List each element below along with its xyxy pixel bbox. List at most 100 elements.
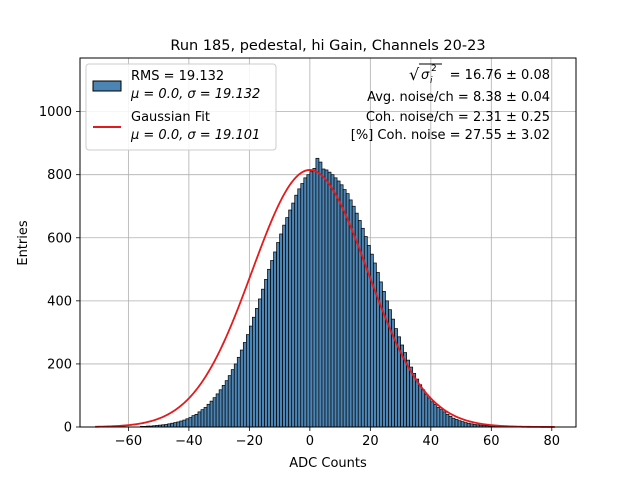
histogram-bar bbox=[306, 174, 311, 428]
histogram-bar bbox=[321, 168, 326, 428]
plot-frame bbox=[79, 57, 577, 428]
histogram-bar bbox=[330, 174, 335, 428]
histogram-bar bbox=[345, 193, 350, 428]
histogram-bar bbox=[442, 411, 447, 428]
histogram-bar bbox=[236, 356, 241, 428]
x-axis-ticks: −60 −40 −20 0 20 40 60 80 bbox=[115, 427, 560, 449]
y-axis-ticks: 0 200 400 600 800 1000 bbox=[39, 105, 80, 436]
histogram-bar bbox=[233, 363, 238, 428]
histogram-bar bbox=[252, 316, 256, 428]
legend-histogram-swatch bbox=[92, 80, 122, 92]
legend-fit-stats: μ = 0.0, σ = 19.101 bbox=[130, 128, 260, 143]
x-tick-label: −60 bbox=[115, 434, 142, 449]
histogram-bar bbox=[318, 161, 323, 428]
histogram-bar bbox=[264, 279, 268, 428]
legend-box bbox=[85, 63, 277, 151]
x-tick-label: 80 bbox=[544, 434, 561, 449]
y-tick-label: 1000 bbox=[39, 105, 72, 120]
histogram-bar bbox=[255, 308, 259, 428]
histogram-bar bbox=[176, 421, 181, 428]
histogram-bar bbox=[197, 411, 202, 428]
histogram-bar bbox=[427, 397, 432, 428]
sqrt-symbol: √ bbox=[409, 65, 420, 84]
histogram-bar bbox=[273, 251, 277, 428]
histogram-bar bbox=[282, 224, 287, 428]
avg-noise-annotation: Avg. noise/ch = 8.38 ± 0.04 bbox=[367, 90, 550, 105]
histogram-bar bbox=[194, 414, 199, 428]
y-axis-label: Entries bbox=[16, 220, 31, 266]
legend-histogram-label: RMS = 19.132 bbox=[131, 69, 224, 84]
histogram-bar bbox=[267, 268, 271, 428]
histogram-bar bbox=[288, 209, 293, 428]
histogram-bar bbox=[418, 384, 423, 428]
histogram-bar bbox=[182, 419, 187, 428]
y-tick-label: 400 bbox=[47, 294, 72, 309]
histogram-bar bbox=[309, 171, 314, 428]
histogram-bar bbox=[270, 260, 274, 428]
histogram-bar bbox=[457, 420, 462, 428]
histogram-bar bbox=[242, 342, 247, 428]
histogram-bar bbox=[333, 177, 338, 428]
y-tick-label: 800 bbox=[47, 168, 72, 183]
coh-percent-annotation: [%] Coh. noise = 27.55 ± 3.02 bbox=[351, 128, 550, 143]
x-axis-label: ADC Counts bbox=[289, 456, 367, 471]
histogram-bar bbox=[421, 389, 426, 428]
x-tick-label: −40 bbox=[175, 434, 202, 449]
histogram-bar bbox=[315, 157, 320, 428]
histogram-bar bbox=[203, 407, 208, 428]
histogram-bar bbox=[439, 409, 444, 428]
histogram-bar bbox=[415, 378, 420, 428]
histogram-bar bbox=[412, 373, 417, 428]
x-tick-label: 20 bbox=[362, 434, 379, 449]
gaussian-fit-layer bbox=[95, 169, 555, 428]
histogram-bar bbox=[424, 393, 429, 428]
histogram-bar bbox=[436, 407, 441, 428]
y-tick-label: 200 bbox=[47, 357, 72, 372]
legend-fit-label: Gaussian Fit bbox=[131, 110, 210, 125]
legend-histogram-stats: μ = 0.0, σ = 19.132 bbox=[130, 87, 260, 102]
histogram-bar bbox=[348, 199, 353, 428]
histogram-bar bbox=[227, 375, 232, 428]
histogram-bar bbox=[206, 403, 211, 428]
histogram-bar bbox=[285, 217, 290, 428]
histogram-bar bbox=[224, 380, 229, 428]
histogram-bar bbox=[460, 421, 465, 428]
histogram-bar bbox=[279, 233, 283, 428]
histogram-bar bbox=[342, 189, 347, 428]
histogram-bar bbox=[339, 184, 344, 428]
x-tick-label: 60 bbox=[483, 434, 500, 449]
y-tick-label: 0 bbox=[64, 421, 72, 436]
histogram-bar bbox=[297, 188, 302, 428]
histogram-bar bbox=[303, 177, 308, 428]
histogram-bar bbox=[409, 366, 414, 428]
histogram-bar bbox=[249, 325, 253, 428]
histogram-bar bbox=[294, 194, 299, 428]
x-tick-label: −20 bbox=[236, 434, 263, 449]
histogram-bar bbox=[218, 389, 223, 428]
histogram-bar bbox=[454, 419, 459, 428]
histogram-bar bbox=[245, 334, 250, 428]
sigma-subscript: i bbox=[430, 76, 433, 86]
histogram-bar bbox=[239, 349, 244, 428]
gaussian-fit-curve bbox=[95, 169, 555, 428]
noise-annotations: √ σ i 2 = 16.76 ± 0.08 Avg. noise/ch = 8… bbox=[351, 63, 550, 143]
histogram-bar bbox=[188, 417, 193, 428]
histogram-bar bbox=[433, 403, 438, 428]
sigma-superscript: 2 bbox=[431, 64, 437, 74]
sqrt-sigma-formula: √ σ i 2 = 16.76 ± 0.08 bbox=[409, 63, 550, 86]
coh-noise-annotation: Coh. noise/ch = 2.31 ± 0.25 bbox=[366, 110, 550, 125]
histogram-bar bbox=[200, 409, 205, 428]
histogram-bar bbox=[336, 180, 341, 428]
histogram-bar bbox=[448, 415, 453, 428]
histogram-bar bbox=[215, 393, 220, 428]
x-tick-label: 40 bbox=[423, 434, 440, 449]
histogram-bar bbox=[209, 400, 214, 428]
histogram-bar bbox=[191, 415, 196, 428]
histogram-bar bbox=[258, 298, 262, 428]
histogram-bar bbox=[212, 397, 217, 428]
histogram-bar bbox=[173, 422, 178, 428]
histogram-bar bbox=[327, 171, 332, 428]
histogram-bar bbox=[276, 242, 280, 428]
histogram-bar bbox=[430, 401, 435, 428]
